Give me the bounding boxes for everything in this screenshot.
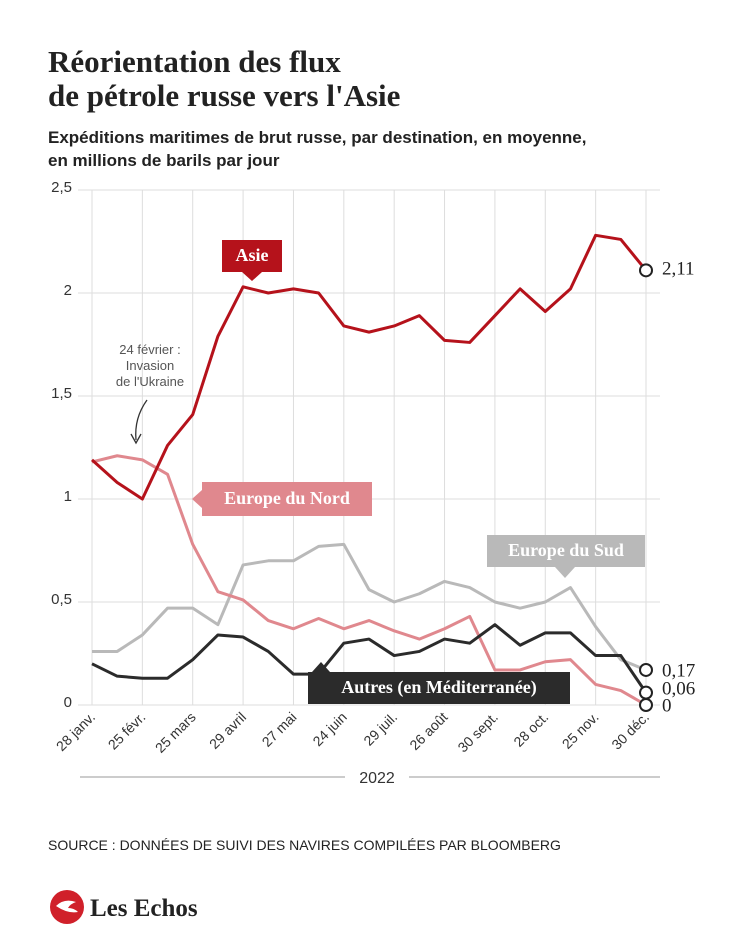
legend-pointer [192,490,202,508]
x-tick-label: 27 mai [259,709,300,750]
x-tick-label: 29 avril [206,709,249,752]
x-tick-label: 24 juin [309,709,349,749]
end-marker [639,662,653,677]
end-marker [639,263,653,278]
y-tick-label: 0 [64,694,72,711]
x-tick-label: 29 juil. [360,709,400,749]
legend-label: Autres (en Méditerranée) [341,677,537,698]
legend-label: Asie [236,245,269,265]
x-tick-label: 26 août [406,709,450,753]
y-tick-label: 2,5 [51,179,72,196]
series-line [91,454,647,707]
series-line [92,542,647,672]
legend-label: Europe du Sud [508,540,624,560]
annotation: Invasion [126,358,174,373]
x-tick-label: 28 janv. [53,709,98,754]
chart-title: Réorientation des flux [48,44,341,79]
x-tick-label: 30 déc. [608,709,652,753]
brand: Les Echos [90,895,198,922]
x-tick-label: 25 mars [152,709,199,756]
x-tick-label: 28 oct. [510,709,551,750]
x-label-bg [345,765,409,789]
annotation-arrow [135,399,148,441]
subtitle: en millions de barils par jour [48,151,280,170]
annotation: 24 février : [119,342,180,357]
x-tick-label: 30 sept. [454,709,501,756]
x-tick-label: 25 févr. [105,709,149,753]
y-tick-label: 0,5 [51,591,72,608]
annotation-arrowhead [130,433,142,445]
legend-box [487,535,645,567]
end-marker [639,698,653,712]
legend-box [308,672,570,704]
logo: Les Echos [50,890,198,924]
y-tick-label: 2 [64,282,72,299]
legend-box [222,240,282,272]
logo-bird [56,900,78,913]
series-line [91,623,648,694]
value-label: 0 [662,695,672,716]
end-marker [639,685,653,700]
y-tick-label: 1,5 [51,385,72,402]
y-tick-label: 1 [64,488,72,505]
legend-pointer [555,567,575,578]
legend-pointer [312,662,330,672]
subtitle: Expéditions maritimes de brut russe, par… [48,128,586,147]
value-label: 0,06 [662,678,695,699]
source: SOURCE : DONNÉES DE SUIVI DES NAVIRES CO… [48,837,561,853]
legend-box [202,482,372,516]
legend-pointer [242,272,262,281]
chart-title: de pétrole russe vers l'Asie [48,78,400,113]
x-axis-label: 2022 [359,770,395,787]
x-tick-label: 25 nov. [559,709,602,752]
value-label: 0,17 [662,660,695,681]
annotation: de l'Ukraine [116,374,184,389]
series-line [90,233,648,501]
legend-label: Europe du Nord [224,488,350,508]
value-label: 2,11 [662,258,695,279]
